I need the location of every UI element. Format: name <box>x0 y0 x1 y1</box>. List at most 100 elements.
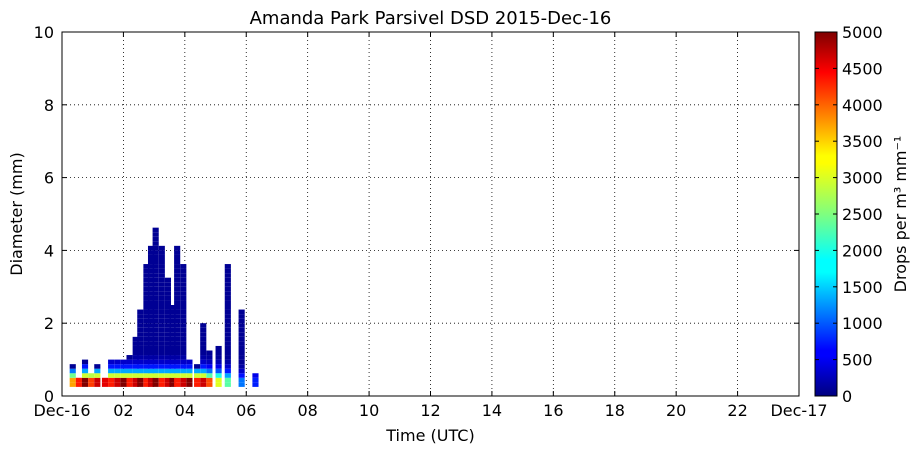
heatmap-cell <box>169 327 176 333</box>
heatmap-cell <box>164 295 172 301</box>
heatmap-cell <box>224 368 231 374</box>
heatmap-cell <box>158 332 165 337</box>
heatmap-cell <box>238 314 245 319</box>
heatmap-cell <box>137 345 144 351</box>
heatmap-cell <box>180 368 187 374</box>
heatmap-column <box>143 264 150 387</box>
heatmap-cell <box>252 382 259 387</box>
heatmap-cell <box>147 282 155 287</box>
heatmap-cell <box>75 382 82 387</box>
x-tick-label: 10 <box>359 401 379 420</box>
heatmap-cell <box>143 377 150 383</box>
y-tick-label: 10 <box>34 23 54 42</box>
heatmap-cell <box>174 254 181 260</box>
y-axis-ticks: 0 2 4 6 8 10 <box>34 23 799 406</box>
heatmap-cell <box>169 314 176 319</box>
heatmap-cell <box>200 368 207 374</box>
heatmap-cell <box>174 305 181 310</box>
heatmap-cell <box>126 368 133 374</box>
heatmap-cell <box>174 259 181 265</box>
heatmap-cell <box>132 368 139 374</box>
heatmap-cell <box>174 314 181 319</box>
heatmap-cell <box>252 377 259 383</box>
heatmap-column <box>101 377 109 387</box>
heatmap-cell <box>143 350 150 356</box>
heatmap-cell <box>224 350 231 356</box>
heatmap-cell <box>147 368 155 374</box>
heatmap-cell <box>164 341 172 346</box>
heatmap-cell <box>101 377 109 383</box>
heatmap-cell <box>147 341 155 346</box>
heatmap-cell <box>143 309 150 315</box>
heatmap-cell <box>147 268 155 274</box>
heatmap-cells <box>69 227 259 387</box>
heatmap-cell <box>224 323 231 328</box>
heatmap-cell <box>200 373 207 378</box>
heatmap-cell <box>147 373 155 378</box>
heatmap-cell <box>81 373 89 378</box>
heatmap-column <box>147 245 155 387</box>
heatmap-cell <box>194 382 201 387</box>
heatmap-cell <box>152 323 159 328</box>
heatmap-cell <box>180 305 187 310</box>
heatmap-cell <box>215 345 222 351</box>
heatmap-cell <box>224 300 231 305</box>
heatmap-cell <box>143 355 150 360</box>
heatmap-cell <box>158 250 165 255</box>
heatmap-cell <box>158 382 165 387</box>
heatmap-cell <box>224 295 231 301</box>
heatmap-cell <box>194 368 201 374</box>
heatmap-cell <box>132 355 139 360</box>
heatmap-cell <box>152 327 159 333</box>
heatmap-cell <box>88 382 95 387</box>
heatmap-cell <box>180 286 187 292</box>
heatmap-column <box>164 277 172 387</box>
heatmap-cell <box>137 323 144 328</box>
heatmap-cell <box>180 323 187 328</box>
heatmap-cell <box>215 355 222 360</box>
heatmap-cell <box>137 350 144 356</box>
heatmap-cell <box>147 286 155 292</box>
heatmap-cell <box>152 273 159 278</box>
heatmap-cell <box>169 355 176 360</box>
heatmap-cell <box>174 355 181 360</box>
heatmap-cell <box>180 277 187 283</box>
heatmap-cell <box>224 373 231 378</box>
heatmap-cell <box>81 377 89 383</box>
heatmap-cell <box>180 268 187 274</box>
heatmap-cell <box>200 382 207 387</box>
heatmap-cell <box>180 382 187 387</box>
heatmap-cell <box>152 227 159 233</box>
heatmap-cell <box>164 282 172 287</box>
colorbar-tick-label: 4500 <box>842 59 883 78</box>
heatmap-cell <box>174 377 181 383</box>
heatmap-cell <box>224 314 231 319</box>
heatmap-cell <box>143 345 150 351</box>
heatmap-cell <box>137 355 144 360</box>
heatmap-cell <box>174 345 181 351</box>
heatmap-cell <box>114 382 121 387</box>
heatmap-cell <box>137 309 144 315</box>
heatmap-cell <box>164 305 172 310</box>
heatmap-cell <box>143 291 150 296</box>
heatmap-cell <box>152 300 159 305</box>
heatmap-cell <box>238 341 245 346</box>
heatmap-cell <box>114 364 121 369</box>
y-tick-label: 0 <box>44 387 54 406</box>
heatmap-cell <box>152 250 159 255</box>
heatmap-cell <box>143 268 150 274</box>
heatmap-cell <box>169 368 176 374</box>
heatmap-cell <box>158 377 165 383</box>
heatmap-cell <box>164 309 172 315</box>
heatmap-cell <box>224 291 231 296</box>
heatmap-cell <box>132 336 139 342</box>
heatmap-cell <box>94 373 101 378</box>
heatmap-cell <box>143 295 150 301</box>
heatmap-cell <box>174 282 181 287</box>
heatmap-cell <box>143 382 150 387</box>
heatmap-cell <box>186 373 193 378</box>
heatmap-cell <box>224 364 231 369</box>
x-axis-label: Time (UTC) <box>385 426 474 445</box>
heatmap-cell <box>158 300 165 305</box>
heatmap-cell <box>143 368 150 374</box>
